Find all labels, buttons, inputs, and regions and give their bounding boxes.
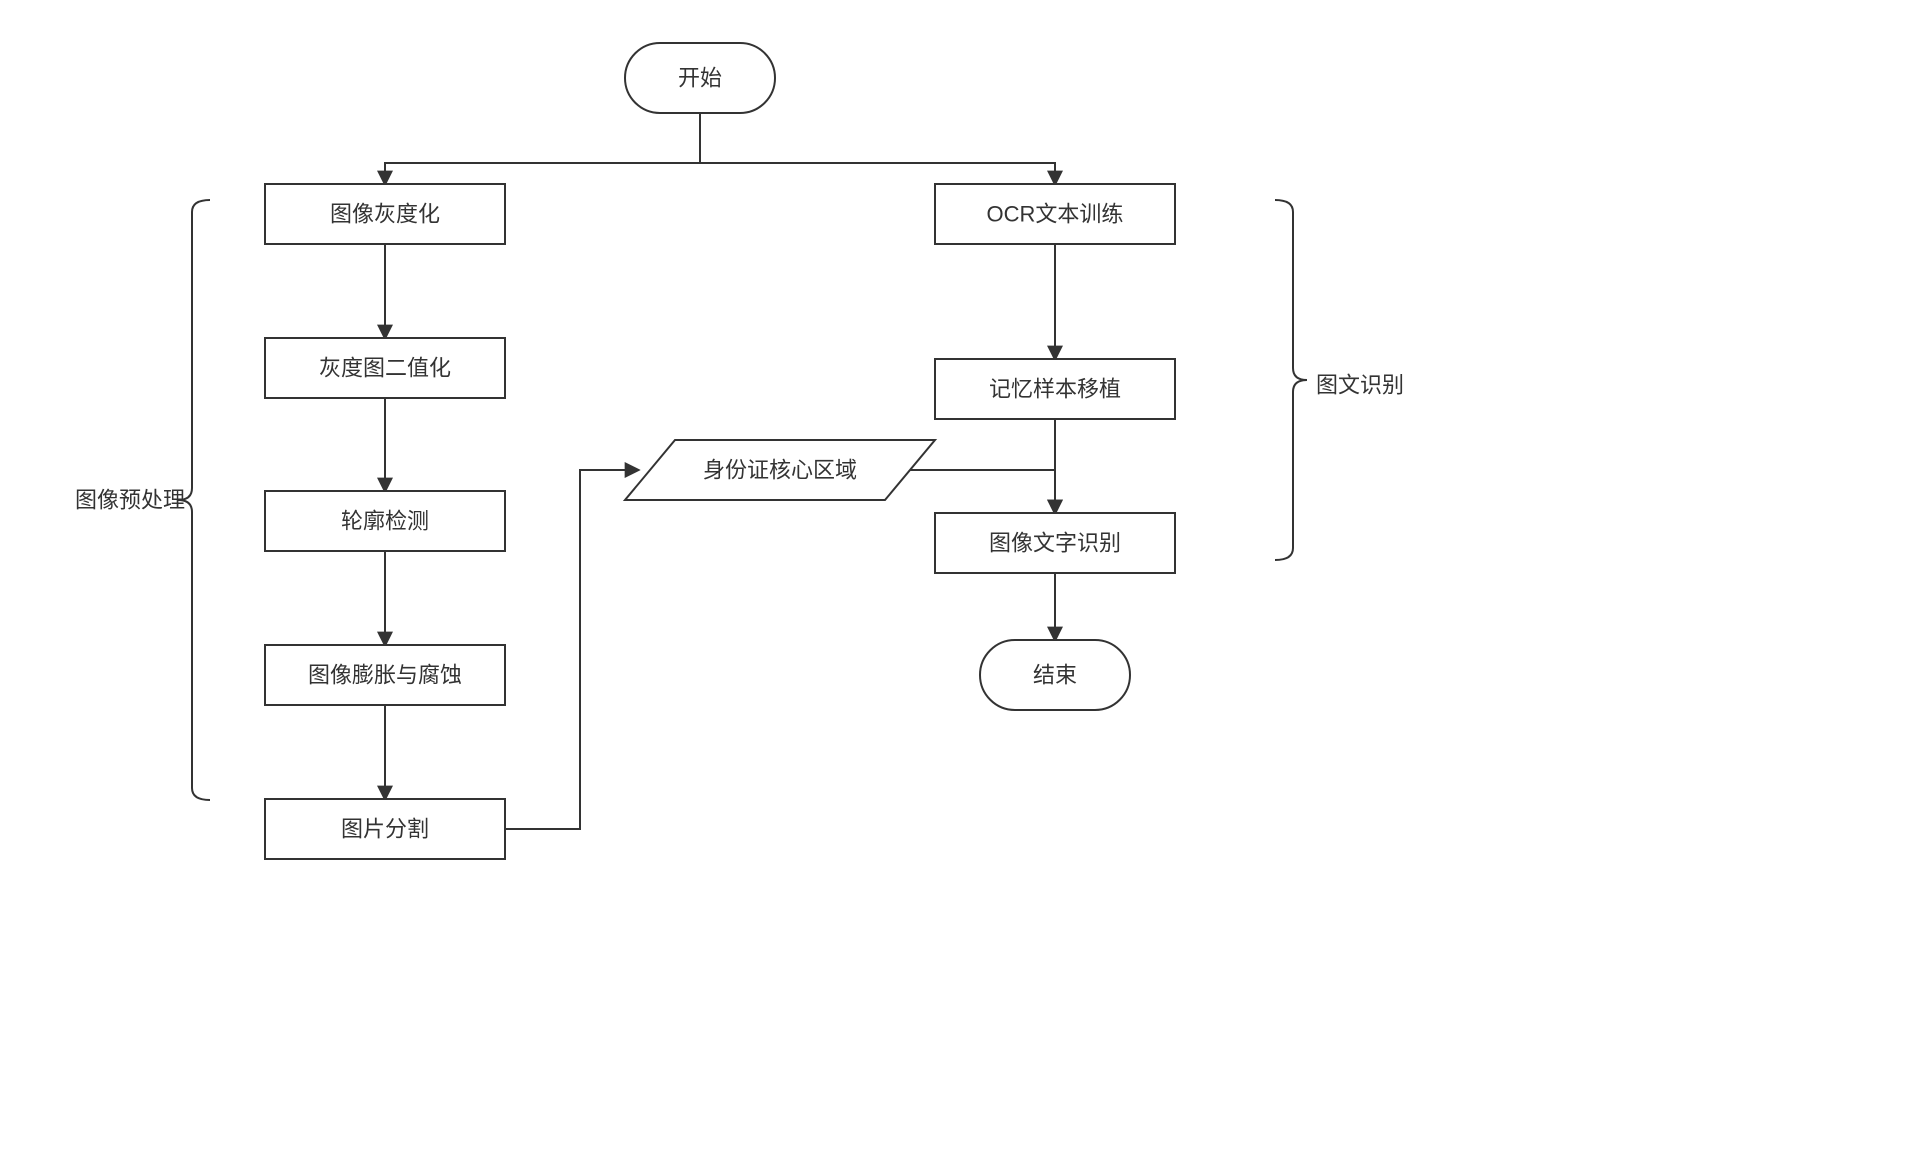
node-label-ocrtrain: OCR文本训练 (987, 202, 1124, 227)
node-core: 身份证核心区域 (625, 440, 935, 500)
node-label-end: 结束 (1033, 663, 1077, 688)
node-label-binar: 灰度图二值化 (319, 356, 451, 381)
node-dilate: 图像膨胀与腐蚀 (265, 645, 505, 705)
node-label-mem: 记忆样本移植 (989, 377, 1121, 402)
node-binar: 灰度图二值化 (265, 338, 505, 398)
group-label-recognize: 图文识别 (1316, 373, 1404, 398)
group-label-preprocess: 图像预处理 (75, 488, 185, 513)
node-contour: 轮廓检测 (265, 491, 505, 551)
node-mem: 记忆样本移植 (935, 359, 1175, 419)
node-label-gray: 图像灰度化 (330, 202, 440, 227)
brace-recognize (1275, 200, 1307, 560)
group-recognize: 图文识别 (1275, 200, 1404, 560)
node-ocrtrain: OCR文本训练 (935, 184, 1175, 244)
node-label-start: 开始 (678, 66, 722, 91)
node-label-recog: 图像文字识别 (989, 531, 1121, 556)
edge-core-recog (910, 470, 1055, 513)
node-label-split: 图片分割 (341, 817, 429, 842)
node-gray: 图像灰度化 (265, 184, 505, 244)
node-label-dilate: 图像膨胀与腐蚀 (308, 663, 462, 688)
edge-start-ocrtrain (700, 113, 1055, 184)
node-label-contour: 轮廓检测 (341, 509, 429, 534)
node-recog: 图像文字识别 (935, 513, 1175, 573)
group-preprocess: 图像预处理 (75, 200, 210, 800)
edge-split-core (505, 470, 638, 829)
node-end: 结束 (980, 640, 1130, 710)
edge-start-gray (385, 113, 700, 184)
node-start: 开始 (625, 43, 775, 113)
node-split: 图片分割 (265, 799, 505, 859)
node-label-core: 身份证核心区域 (703, 458, 857, 483)
